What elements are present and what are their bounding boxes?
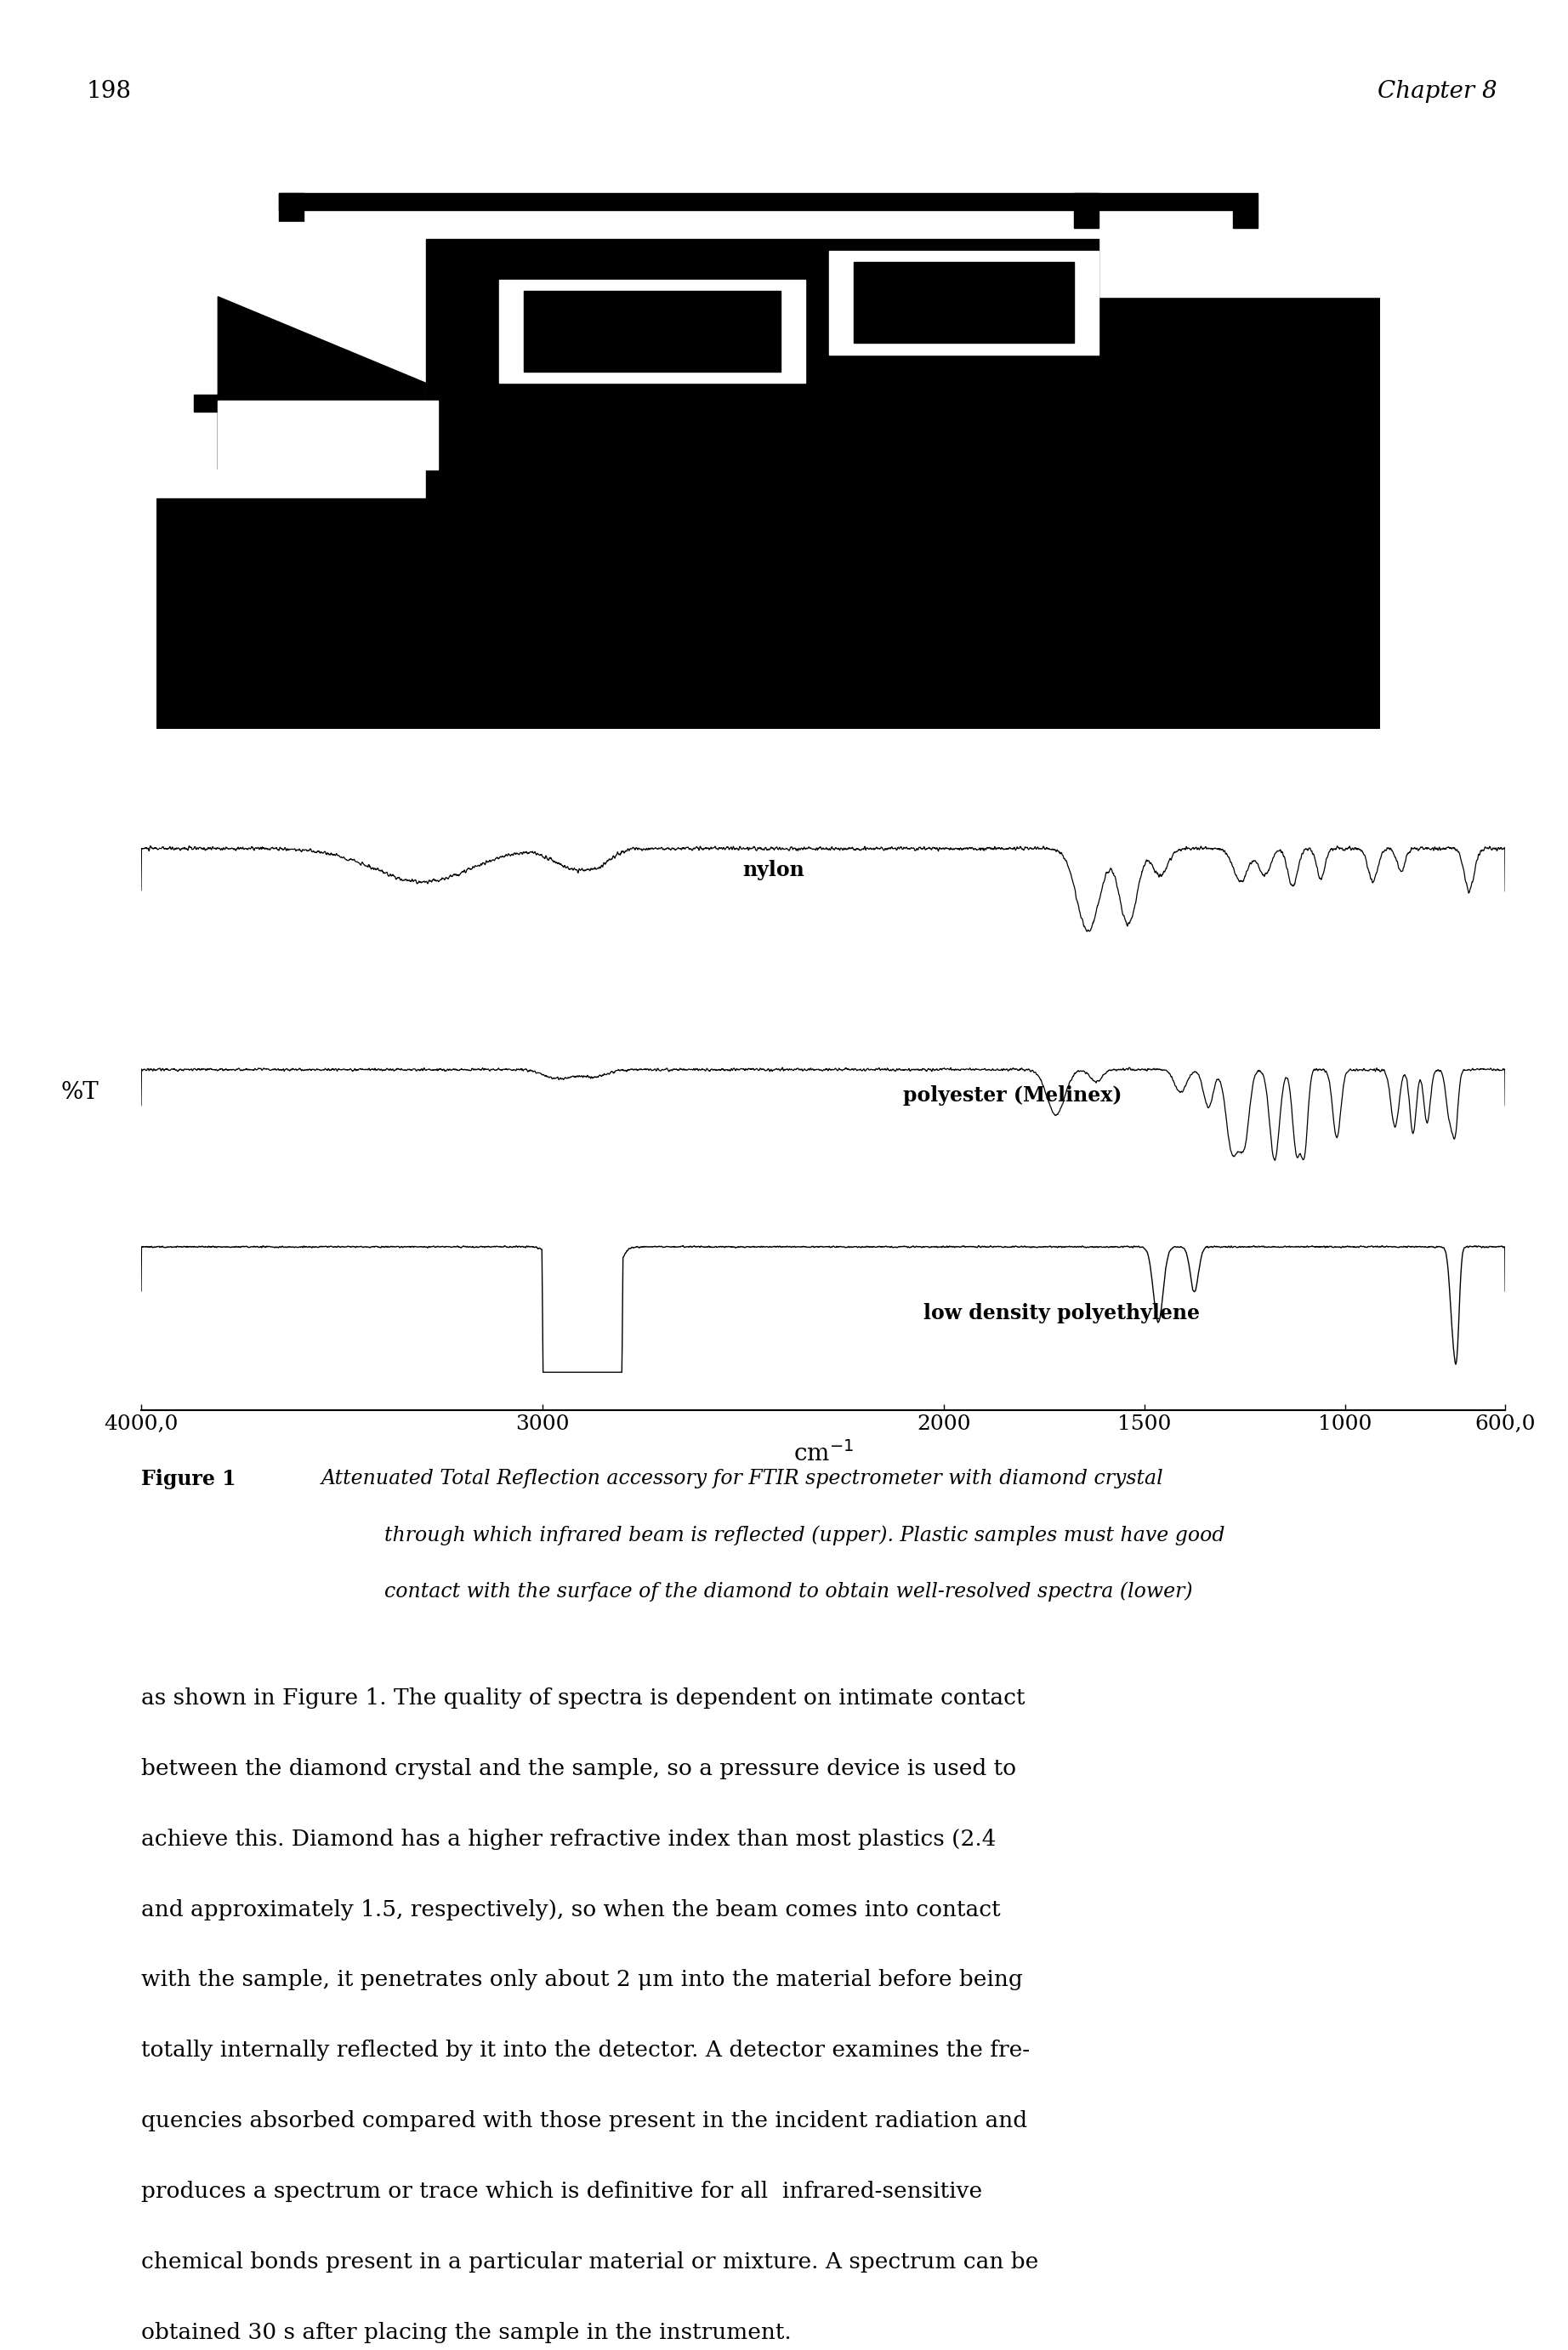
Text: 198: 198: [86, 80, 132, 103]
Bar: [499, 280, 804, 383]
Bar: [157, 153, 1380, 296]
Text: nylon: nylon: [743, 860, 804, 881]
Bar: [1074, 193, 1232, 209]
Bar: [157, 498, 499, 566]
Text: through which infrared beam is reflected (upper). Plastic samples must have good: through which infrared beam is reflected…: [384, 1525, 1225, 1546]
Text: %T: %T: [61, 1081, 99, 1104]
Polygon shape: [218, 296, 426, 470]
Text: as shown in Figure 1. The quality of spectra is dependent on intimate contact: as shown in Figure 1. The quality of spe…: [141, 1687, 1025, 1708]
Text: polyester (Melinex): polyester (Melinex): [903, 1086, 1123, 1107]
Bar: [829, 430, 1380, 486]
Bar: [157, 566, 1380, 728]
Bar: [524, 291, 781, 371]
Bar: [218, 400, 437, 470]
Text: totally internally reflected by it into the detector. A detector examines the fr: totally internally reflected by it into …: [141, 2040, 1030, 2061]
Bar: [279, 193, 1074, 209]
Text: Attenuated Total Reflection accessory for FTIR spectrometer with diamond crystal: Attenuated Total Reflection accessory fo…: [321, 1469, 1163, 1488]
X-axis label: cm$^{-1}$: cm$^{-1}$: [793, 1441, 853, 1466]
Text: obtained 30 s after placing the sample in the instrument.: obtained 30 s after placing the sample i…: [141, 2322, 792, 2343]
Bar: [157, 557, 376, 613]
Bar: [157, 613, 1380, 660]
Text: contact with the surface of the diamond to obtain well-resolved spectra (lower): contact with the surface of the diamond …: [384, 1582, 1193, 1603]
Text: and approximately 1.5, respectively), so when the beam comes into contact: and approximately 1.5, respectively), so…: [141, 1899, 1000, 1920]
Text: achieve this. Diamond has a higher refractive index than most plastics (2.4: achieve this. Diamond has a higher refra…: [141, 1828, 996, 1849]
Bar: [829, 251, 1099, 355]
Text: chemical bonds present in a particular material or mixture. A spectrum can be: chemical bonds present in a particular m…: [141, 2251, 1038, 2272]
Bar: [855, 263, 1074, 343]
Text: with the sample, it penetrates only about 2 μm into the material before being: with the sample, it penetrates only abou…: [141, 1969, 1022, 1990]
Text: quencies absorbed compared with those present in the incident radiation and: quencies absorbed compared with those pr…: [141, 2110, 1027, 2131]
Bar: [279, 193, 304, 228]
Text: Chapter 8: Chapter 8: [1378, 80, 1497, 103]
Text: produces a spectrum or trace which is definitive for all  infrared-sensitive: produces a spectrum or trace which is de…: [141, 2181, 982, 2202]
Bar: [157, 221, 426, 498]
Bar: [988, 336, 1380, 442]
Text: Figure 1: Figure 1: [141, 1469, 237, 1490]
Bar: [426, 240, 1099, 557]
Bar: [1232, 193, 1258, 228]
Bar: [1074, 193, 1099, 228]
Text: between the diamond crystal and the sample, so a pressure device is used to: between the diamond crystal and the samp…: [141, 1758, 1016, 1779]
Text: low density polyethylene: low density polyethylene: [924, 1304, 1200, 1323]
Bar: [193, 395, 365, 411]
